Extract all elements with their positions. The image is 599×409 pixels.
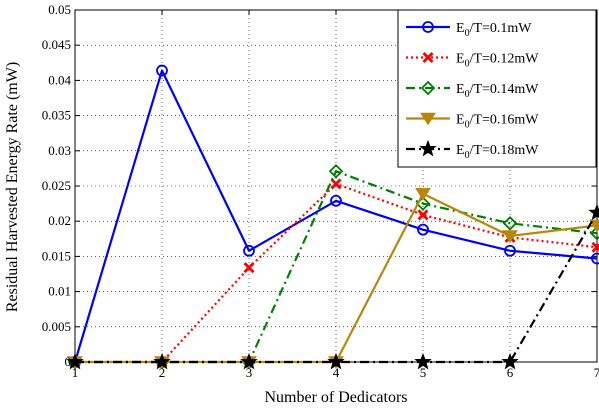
data-point-marker (330, 194, 342, 207)
data-point-marker (415, 187, 431, 201)
tick-labels: 1 2 3 4 5 6 7 0 0.005 0.01 0.015 0.02 0.025 0.03 0.035… (42, 2, 599, 380)
y-axis-label: Residual Harvested Energy Rate (mW) (4, 62, 21, 312)
data-point-marker (419, 139, 437, 157)
legend-label: E0/T=0.16mW (456, 113, 539, 131)
x-tick-label: 6 (507, 365, 514, 380)
series-line (73, 69, 598, 363)
legend-label: E0/T=0.14mW (456, 82, 539, 100)
data-point-marker (156, 64, 168, 77)
data-point-marker (422, 21, 434, 33)
legend-entry: E0/T=0.18mW (406, 139, 539, 161)
y-tick-label: 0.01 (48, 284, 71, 299)
legend-entry: E0/T=0.14mW (406, 80, 539, 100)
data-point-marker (240, 352, 258, 370)
y-tick-label: 0.035 (42, 108, 71, 123)
series-line (75, 170, 598, 364)
data-point-marker (414, 352, 432, 370)
y-tick-label: 0.045 (42, 37, 71, 52)
y-tick-label: 0.015 (42, 248, 71, 263)
data-point-marker (589, 225, 599, 241)
y-tick-label: 0.02 (48, 213, 71, 228)
data-point-marker (243, 244, 255, 257)
data-point-marker (420, 80, 436, 96)
series-group (66, 64, 599, 370)
y-tick-label: 0.025 (42, 178, 71, 193)
data-point-marker (330, 178, 342, 190)
legend-label: E0/T=0.1mW (456, 21, 532, 39)
data-point-marker (66, 352, 84, 370)
marker-stroke (422, 52, 434, 63)
data-point-marker (153, 352, 171, 370)
data-point-marker (588, 203, 599, 221)
x-axis-label: Number of Dedicators (264, 389, 407, 406)
x-tick-label: 1 (72, 365, 79, 380)
marker-stroke (330, 178, 342, 190)
y-tick-label: 0.005 (42, 319, 71, 334)
data-point-marker (502, 216, 518, 231)
marker-stroke (417, 209, 429, 221)
data-point-marker (420, 112, 436, 126)
legend: E0/T=0.1mW E0/T=0.12mW E0/T=0.14mW E0/T=0.1… (397, 9, 597, 168)
data-point-marker (502, 230, 518, 243)
data-point-marker (591, 252, 599, 265)
data-point-marker (417, 223, 429, 236)
data-point-marker (422, 52, 434, 63)
legend-label: E0/T=0.12mW (456, 52, 539, 70)
marker-stroke (243, 262, 255, 274)
x-tick-label: 5 (420, 365, 427, 380)
y-tick-label: 0 (65, 354, 72, 369)
x-tick-label: 7 (594, 365, 599, 380)
x-tick-label: 3 (246, 365, 253, 380)
data-point-marker (591, 241, 599, 253)
legend-entry: E0/T=0.16mW (406, 113, 539, 131)
x-tick-label: 2 (159, 365, 166, 380)
y-tick-label: 0.05 (48, 2, 71, 17)
marker-stroke (591, 243, 599, 253)
series (66, 203, 599, 370)
data-point-marker (504, 244, 516, 257)
legend-label: E0/T=0.18mW (456, 143, 539, 161)
y-tick-label: 0.03 (48, 143, 71, 158)
data-point-marker (417, 209, 429, 221)
data-point-marker (501, 352, 519, 370)
data-point-marker (243, 262, 255, 274)
data-point-marker (328, 163, 344, 179)
data-point-marker (327, 352, 345, 370)
y-tick-label: 0.04 (48, 72, 71, 87)
legend-entry: E0/T=0.12mW (406, 52, 539, 70)
legend-entry: E0/T=0.1mW (406, 21, 532, 39)
x-tick-label: 4 (333, 365, 340, 380)
